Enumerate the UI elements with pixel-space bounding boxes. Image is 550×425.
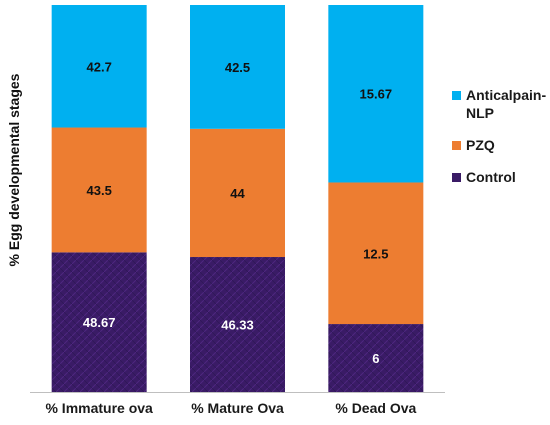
- data-label-control-1: 48.67: [83, 315, 116, 330]
- bar-pzq-3: [328, 182, 424, 325]
- legend: Anticalpain-NLP PZQ Control: [452, 86, 548, 200]
- data-label-pzq-1: 43.5: [87, 183, 112, 198]
- data-label-control-2: 46.33: [221, 318, 254, 333]
- legend-label: Control: [466, 169, 516, 185]
- bar-pzq-2: [190, 128, 285, 258]
- bar-control-1: [51, 252, 147, 392]
- data-label-anticalpain-nlp-1: 42.7: [87, 59, 112, 74]
- x-tick-label-1: % Immature ova: [45, 400, 153, 416]
- legend-item-anticalpain-nlp: Anticalpain-NLP: [452, 86, 548, 122]
- bar-anticalpain-nlp-2: [190, 5, 285, 129]
- bar-anticalpain-nlp-1: [51, 5, 147, 128]
- x-tick-label-2: % Mature Ova: [191, 400, 284, 416]
- legend-swatch: [452, 91, 461, 100]
- legend-label: Anticalpain-NLP: [466, 87, 547, 121]
- x-tick-labels: % Immature ova % Mature Ova % Dead Ova: [45, 400, 416, 416]
- data-label-anticalpain-nlp-3: 15.67: [360, 87, 393, 102]
- data-label-anticalpain-nlp-2: 42.5: [225, 60, 250, 75]
- legend-swatch: [452, 173, 461, 182]
- legend-label: PZQ: [466, 137, 495, 153]
- x-tick-label-3: % Dead Ova: [335, 400, 416, 416]
- legend-swatch: [452, 141, 461, 150]
- bar-anticalpain-nlp-3: [328, 5, 424, 183]
- legend-item-control: Control: [452, 168, 548, 186]
- bar-control-3: [328, 324, 424, 392]
- data-label-pzq-2: 44: [230, 186, 245, 201]
- data-label-control-3: 6: [372, 351, 379, 366]
- data-label-pzq-3: 12.5: [363, 246, 388, 261]
- legend-item-pzq: PZQ: [452, 136, 548, 154]
- bar-control-2: [190, 257, 285, 392]
- bar-pzq-1: [51, 127, 147, 253]
- bars-group: 48.67 43.5 42.7 46.33 44 42.5 6 12.5 15.67: [51, 5, 424, 392]
- y-axis-label: % Egg developmental stages: [6, 73, 22, 267]
- y-axis-label-container: % Egg developmental stages: [2, 0, 26, 425]
